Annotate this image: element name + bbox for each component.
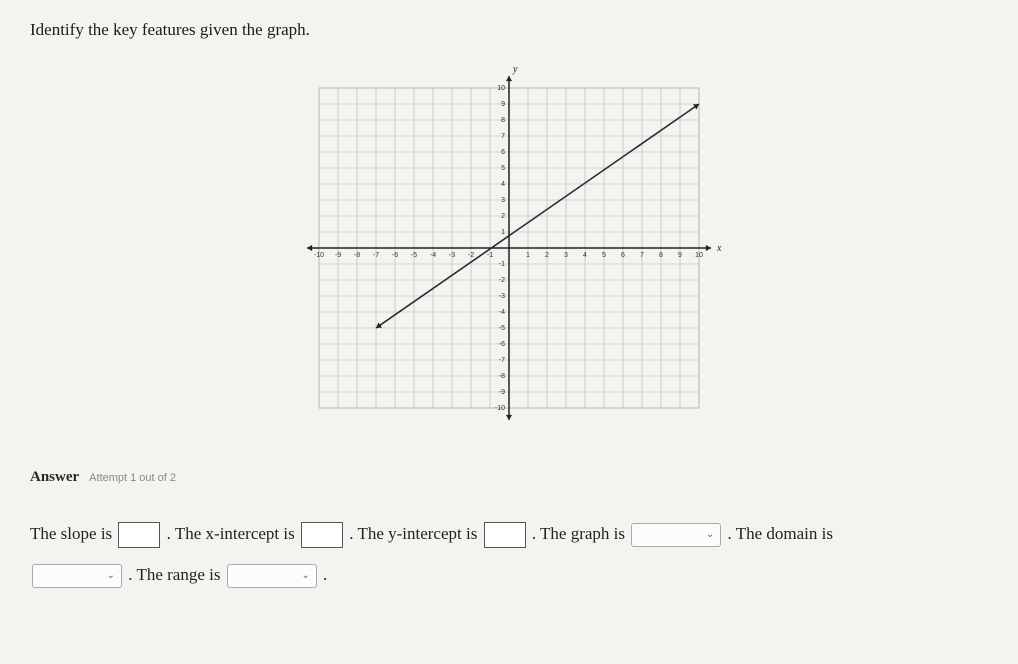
attempt-counter: Attempt 1 out of 2 [89, 472, 176, 484]
svg-text:-4: -4 [430, 252, 436, 259]
chevron-down-icon: ⌄ [301, 564, 309, 588]
svg-text:-10: -10 [314, 252, 324, 259]
svg-text:3: 3 [501, 197, 505, 204]
chart-container: -10 -9 -8 -7 -6 -5 -4 -3 -2 -1 1 2 3 4 5 6 7 8 9 10 -10 -9 -8 -… [30, 58, 988, 438]
svg-text:5: 5 [501, 165, 505, 172]
svg-text:8: 8 [501, 117, 505, 124]
svg-text:-8: -8 [354, 252, 360, 259]
svg-text:-7: -7 [499, 357, 505, 364]
svg-text:-9: -9 [499, 389, 505, 396]
graph-type-select[interactable]: ⌄ [631, 523, 721, 547]
svg-text:-5: -5 [499, 325, 505, 332]
graph-label: . The graph is [532, 524, 625, 543]
svg-text:1: 1 [501, 229, 505, 236]
svg-text:6: 6 [621, 252, 625, 259]
svg-text:-1: -1 [487, 252, 493, 259]
coordinate-graph: -10 -9 -8 -7 -6 -5 -4 -3 -2 -1 1 2 3 4 5 6 7 8 9 10 -10 -9 -8 -… [289, 58, 729, 438]
svg-text:4: 4 [583, 252, 587, 259]
svg-text:1: 1 [526, 252, 530, 259]
svg-text:-3: -3 [449, 252, 455, 259]
x-intercept-input[interactable] [301, 522, 343, 548]
svg-text:-7: -7 [373, 252, 379, 259]
period: . [323, 565, 327, 584]
domain-label: . The domain is [728, 524, 833, 543]
svg-text:y: y [512, 64, 518, 75]
svg-text:-9: -9 [335, 252, 341, 259]
slope-input[interactable] [118, 522, 160, 548]
answer-label: Answer [30, 469, 79, 485]
question-prompt: Identify the key features given the grap… [30, 20, 988, 40]
svg-text:-1: -1 [499, 261, 505, 268]
answer-section: Answer Attempt 1 out of 2 The slope is .… [30, 468, 988, 596]
domain-select[interactable]: ⌄ [32, 564, 122, 588]
svg-text:6: 6 [501, 149, 505, 156]
chevron-down-icon: ⌄ [706, 523, 714, 547]
fill-in-row: The slope is . The x-intercept is . The … [30, 514, 988, 596]
svg-text:-8: -8 [499, 373, 505, 380]
svg-text:2: 2 [501, 213, 505, 220]
range-label: . The range is [128, 565, 220, 584]
svg-text:8: 8 [659, 252, 663, 259]
range-select[interactable]: ⌄ [227, 564, 317, 588]
svg-text:-2: -2 [468, 252, 474, 259]
svg-text:7: 7 [640, 252, 644, 259]
svg-text:-6: -6 [392, 252, 398, 259]
yint-label: . The y-intercept is [349, 524, 477, 543]
xint-label: . The x-intercept is [167, 524, 295, 543]
chevron-down-icon: ⌄ [107, 564, 115, 588]
svg-text:-2: -2 [499, 277, 505, 284]
svg-text:10: 10 [497, 85, 505, 92]
svg-text:9: 9 [501, 101, 505, 108]
svg-text:10: 10 [695, 252, 703, 259]
svg-text:-3: -3 [499, 293, 505, 300]
y-intercept-input[interactable] [484, 522, 526, 548]
svg-text:4: 4 [501, 181, 505, 188]
svg-text:x: x [716, 243, 722, 254]
slope-label: The slope is [30, 524, 112, 543]
svg-text:2: 2 [545, 252, 549, 259]
svg-text:-5: -5 [411, 252, 417, 259]
svg-text:7: 7 [501, 133, 505, 140]
svg-text:9: 9 [678, 252, 682, 259]
svg-text:-10: -10 [495, 405, 505, 412]
svg-text:3: 3 [564, 252, 568, 259]
svg-text:5: 5 [602, 252, 606, 259]
svg-text:-6: -6 [499, 341, 505, 348]
svg-text:-4: -4 [499, 309, 505, 316]
